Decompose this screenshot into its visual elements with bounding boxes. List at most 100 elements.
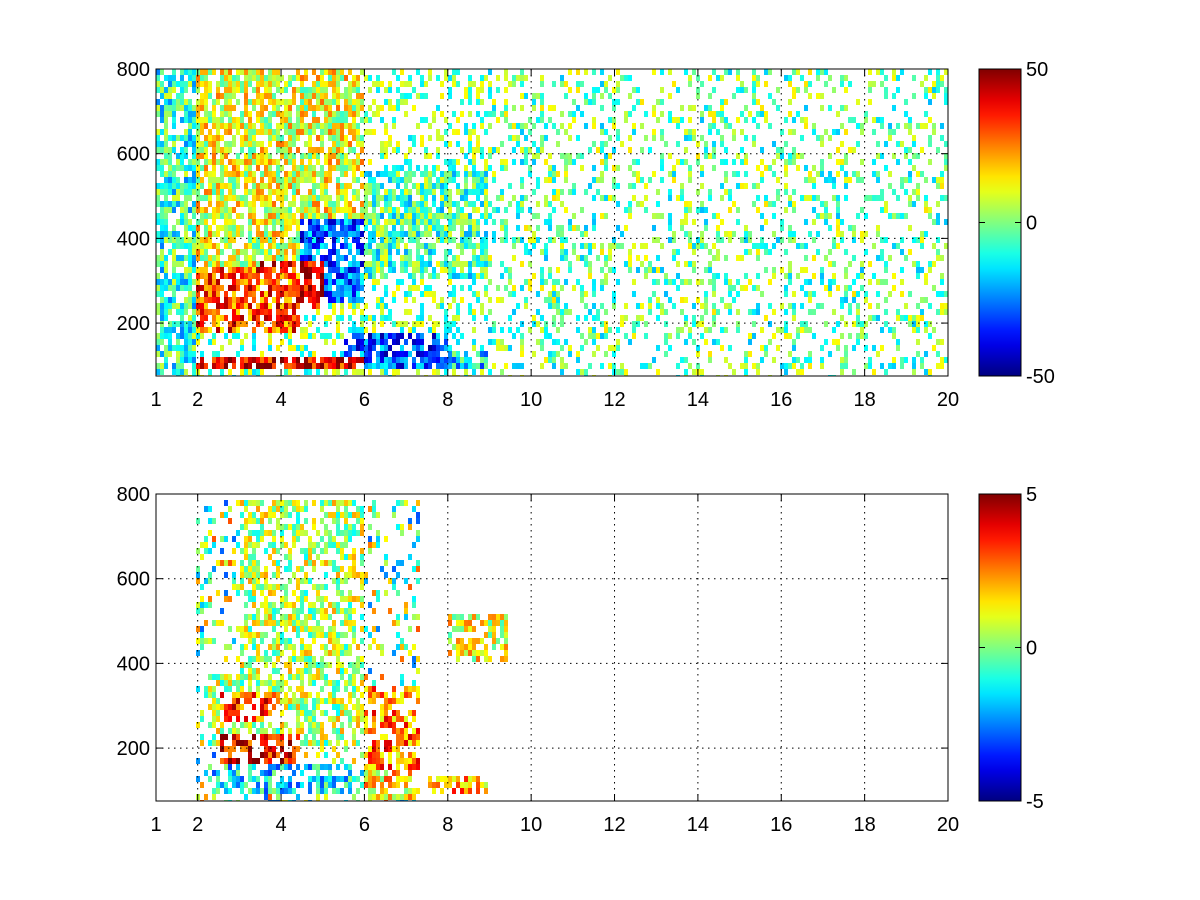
heatmap-cell [248,147,252,153]
heatmap-cell [256,129,260,135]
heatmap-cell [268,602,272,608]
heatmap-cell [160,285,164,291]
heatmap-cell [244,75,248,81]
heatmap-cell [520,363,524,369]
heatmap-cell [560,243,564,249]
heatmap-cell [764,345,768,351]
heatmap-cell [448,273,452,279]
heatmap-cell [432,183,436,189]
heatmap-cell [636,315,640,321]
heatmap-cell [264,183,268,189]
heatmap-cell [344,231,348,237]
heatmap-cell [252,638,256,644]
heatmap-cell [292,123,296,129]
heatmap-cell [332,231,336,237]
heatmap-cell [236,351,240,357]
heatmap-cell [392,357,396,363]
heatmap-cell [232,704,236,710]
heatmap-cell [384,207,388,213]
heatmap-cell [436,147,440,153]
heatmap-cell [460,147,464,153]
heatmap-cell [268,584,272,590]
heatmap-cell [352,87,356,93]
heatmap-cell [780,147,784,153]
heatmap-cell [340,207,344,213]
heatmap-cell [816,75,820,81]
heatmap-cell [604,129,608,135]
heatmap-cell [400,213,404,219]
heatmap-cell [216,315,220,321]
heatmap-cell [192,267,196,273]
heatmap-cell [340,309,344,315]
heatmap-cell [760,327,764,333]
heatmap-cell [188,345,192,351]
heatmap-cell [548,105,552,111]
heatmap-cell [200,93,204,99]
heatmap-cell [368,117,372,123]
heatmap-cell [756,309,760,315]
heatmap-cell [788,225,792,231]
heatmap-cell [176,165,180,171]
heatmap-cell [688,171,692,177]
heatmap-cell [592,225,596,231]
heatmap-cell [788,99,792,105]
heatmap-cell [472,177,476,183]
heatmap-cell [244,255,248,261]
heatmap-cell [196,105,200,111]
heatmap-cell [400,177,404,183]
heatmap-cell [488,327,492,333]
heatmap-cell [188,141,192,147]
heatmap-cell [720,117,724,123]
heatmap-cell [916,171,920,177]
heatmap-cell [464,87,468,93]
heatmap-cell [524,123,528,129]
heatmap-cell [244,363,248,369]
heatmap-cell [336,291,340,297]
heatmap-cell [444,189,448,195]
heatmap-cell [276,81,280,87]
heatmap-cell [312,315,316,321]
heatmap-cell [156,285,160,291]
heatmap-cell [264,656,268,662]
heatmap-cell [420,345,424,351]
heatmap-cell [760,147,764,153]
heatmap-cell [400,69,404,75]
heatmap-cell [292,159,296,165]
heatmap-cell [464,129,468,135]
heatmap-cell [556,195,560,201]
heatmap-cell [920,81,924,87]
heatmap-cell [224,237,228,243]
heatmap-cell [400,165,404,171]
heatmap-cell [644,333,648,339]
heatmap-cell [212,710,216,716]
heatmap-cell [488,201,492,207]
heatmap-cell [388,213,392,219]
heatmap-cell [336,129,340,135]
heatmap-cell [632,123,636,129]
heatmap-cell [492,339,496,345]
heatmap-cell [460,207,464,213]
heatmap-cell [236,129,240,135]
heatmap-cell [236,279,240,285]
heatmap-cell [808,309,812,315]
heatmap-cell [668,153,672,159]
heatmap-cell [436,219,440,225]
heatmap-cell [376,249,380,255]
heatmap-cell [768,93,772,99]
heatmap-cell [700,183,704,189]
heatmap-cell [664,339,668,345]
heatmap-cell [324,69,328,75]
heatmap-cell [212,207,216,213]
heatmap-cell [224,213,228,219]
heatmap-cell [236,584,240,590]
heatmap-cell [548,213,552,219]
heatmap-cell [236,758,240,764]
heatmap-cell [232,740,236,746]
heatmap-cell [884,297,888,303]
heatmap-cell [212,794,216,800]
heatmap-cell [920,147,924,153]
heatmap-cell [228,369,232,375]
heatmap-cell [192,207,196,213]
heatmap-cell [692,261,696,267]
heatmap-cell [504,345,508,351]
